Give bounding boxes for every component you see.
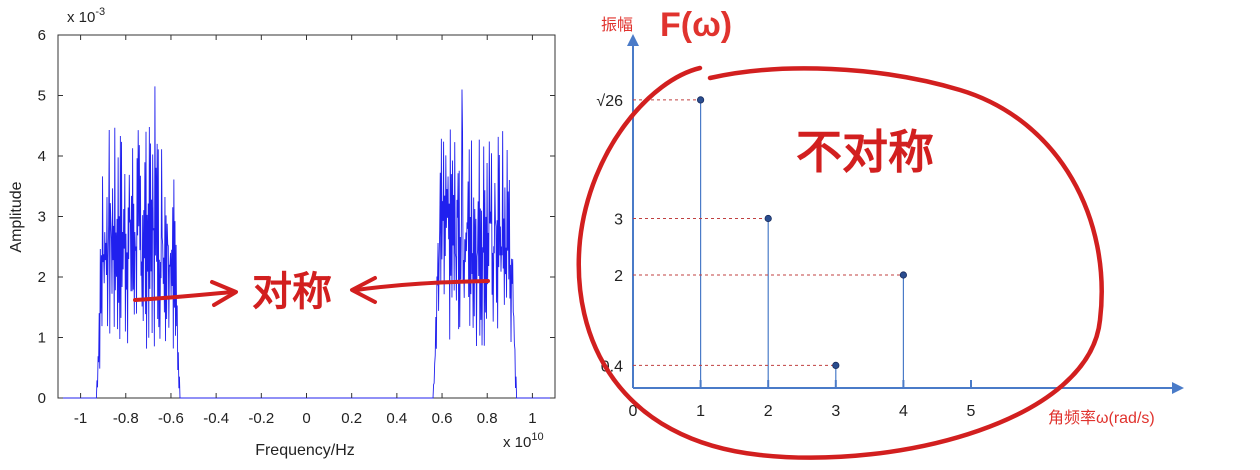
hand-annotations: 对称 不对称	[133, 65, 1104, 460]
right-x-axis-label: 角频率ω(rad/s)	[1048, 409, 1155, 427]
left-arrow-shaft	[133, 290, 234, 302]
left-x-exponent: x 1010	[503, 431, 544, 451]
left-x-tick-label: -0.4	[203, 410, 229, 427]
left-y-tick-label: 2	[38, 269, 46, 286]
right-y-value-label: √26	[596, 93, 623, 110]
left-y-tick-label: 3	[38, 209, 46, 226]
left-x-tick-label: 0.6	[432, 410, 453, 427]
left-y-tick-label: 6	[38, 27, 46, 44]
left-x-tick-label: 0	[302, 410, 310, 427]
right-y-axis-label: 振幅	[601, 16, 633, 34]
left-y-tick-label: 1	[38, 330, 46, 347]
right-data-point	[832, 361, 840, 369]
left-x-axis-label: Frequency/Hz	[255, 442, 355, 459]
left-x-tick-label: -0.6	[158, 410, 184, 427]
left-x-tick-label: -1	[74, 410, 87, 427]
left-y-tick-label: 0	[38, 390, 46, 407]
left-x-tick-label: -0.8	[113, 410, 139, 427]
hand-drawn-circle	[576, 65, 1104, 460]
right-x-axis-arrow	[1172, 382, 1184, 394]
left-amplitude-chart: -1 -0.8 -0.6 -0.4 -0.2 0 0.2 0.4 0.6 0.8 10123456x…	[8, 6, 556, 459]
right-x-tick-label: 3	[831, 403, 840, 420]
left-y-exponent: x 10-3	[67, 6, 105, 26]
left-y-axis-label: Amplitude	[8, 181, 25, 252]
right-x-tick-label: 1	[696, 403, 705, 420]
right-y-axis-arrow	[627, 34, 639, 46]
asymmetric-annotation: 不对称	[796, 125, 934, 179]
right-arrowhead	[350, 276, 377, 304]
left-y-tick-label: 4	[38, 148, 46, 165]
right-x-tick-label: 0	[629, 403, 638, 420]
right-y-value-label: 2	[614, 268, 623, 285]
left-x-tick-label: 1	[528, 410, 536, 427]
left-x-exponent-base: x 10	[503, 434, 531, 451]
right-arrow-shaft	[354, 279, 490, 292]
left-y-exponent-base: x 10	[67, 9, 95, 26]
right-data-point	[899, 271, 908, 279]
left-arrowhead	[210, 280, 238, 307]
right-x-tick-label: 2	[764, 403, 773, 420]
symmetric-annotation: 对称	[252, 269, 332, 315]
right-x-tick-label: 5	[967, 403, 976, 420]
left-x-tick-label: 0.8	[477, 410, 498, 427]
left-spectrum-series	[58, 86, 555, 399]
left-y-tick-label: 5	[38, 88, 46, 105]
left-x-tick-label: 0.2	[341, 410, 362, 427]
left-y-exponent-power: -3	[95, 6, 105, 18]
left-x-tick-label: 0.4	[386, 410, 407, 427]
right-data-point	[696, 96, 705, 104]
right-data-point	[764, 214, 772, 223]
right-y-value-label: 3	[614, 212, 623, 229]
left-x-tick-label: -0.2	[248, 410, 274, 427]
left-x-exponent-power: 10	[531, 431, 543, 443]
right-y-symbol: F(ω)	[660, 6, 732, 44]
right-x-tick-label: 4	[899, 403, 908, 420]
